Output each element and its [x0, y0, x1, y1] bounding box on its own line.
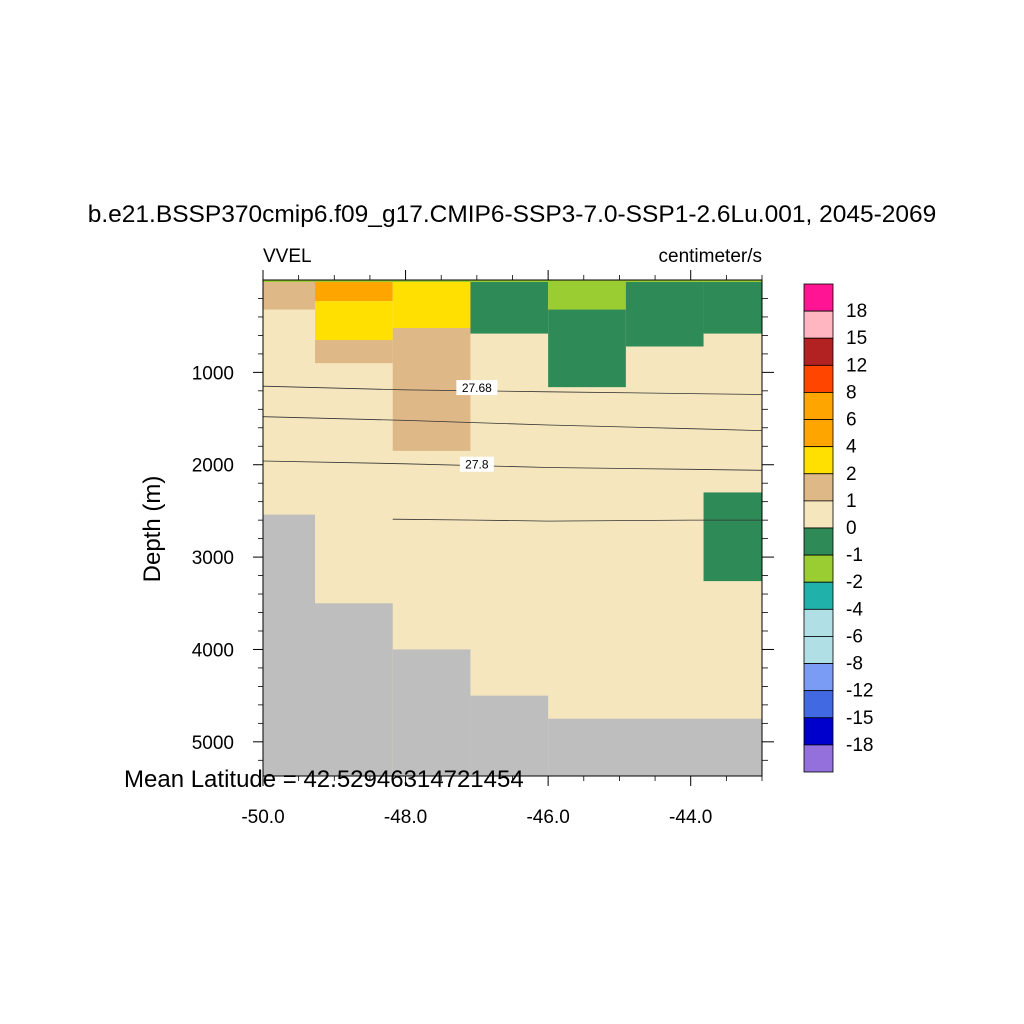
- contour-label-box-4: [459, 456, 494, 472]
- bathymetry-4: [548, 718, 762, 776]
- colorbar-label-13: -8: [846, 654, 863, 675]
- colorbar-label-1: 15: [846, 328, 867, 349]
- y-axis-label: Depth (m): [139, 476, 166, 583]
- data-cell-7: [548, 282, 626, 310]
- colorbar-label-14: -12: [846, 681, 873, 702]
- data-cell-3: [315, 340, 393, 364]
- data-cell-8: [548, 309, 626, 388]
- data-cell-11: [703, 492, 762, 582]
- colorbar-box-6: [803, 446, 834, 475]
- colorbar-box-12: [803, 608, 834, 637]
- x-tick-label-3: -44.0: [669, 807, 712, 828]
- colorbar-label-6: 2: [846, 464, 857, 485]
- colorbar-box-16: [803, 717, 834, 746]
- contour-label-1: 27.68: [462, 381, 492, 395]
- data-cell-2: [315, 301, 393, 341]
- colorbar-label-11: -4: [846, 599, 863, 620]
- colorbar-box-4: [803, 392, 834, 420]
- colorbar-box-0: [803, 283, 834, 312]
- colorbar-label-4: 6: [846, 410, 857, 431]
- colorbar-box-11: [803, 581, 834, 610]
- x-tick-label-1: -48.0: [384, 807, 427, 828]
- right-string: centimeter/s: [659, 246, 762, 267]
- left-string: VVEL: [263, 246, 312, 267]
- x-tick-label-0: -50.0: [241, 807, 284, 828]
- colorbar-box-8: [803, 500, 834, 529]
- colorbar-label-15: -15: [846, 708, 873, 729]
- colorbar-label-9: -1: [846, 545, 863, 566]
- axes: -50.0 -48.0 -46.0 -44.0 1000 2000 3000 4000 5000: [192, 270, 774, 828]
- bathymetry-1: [315, 603, 393, 776]
- colorbar-label-12: -6: [846, 626, 863, 647]
- colorbar-label-0: 18: [846, 301, 867, 322]
- bathymetry-0: [263, 514, 316, 776]
- data-cell-0: [263, 282, 316, 310]
- data-cell-6: [470, 282, 549, 334]
- colorbar-box-1: [803, 310, 834, 339]
- colorbar-box-9: [803, 527, 834, 556]
- data-cell-1: [315, 282, 393, 302]
- colorbar: 18 15 12 8 6 4 2 1 0 -1 -2 -4 -6 -8 -12 -15 -18: [803, 283, 873, 773]
- plot-area: 27.68 27.8: [262, 280, 763, 776]
- contour-line-3: [262, 460, 763, 471]
- colorbar-box-13: [803, 636, 834, 664]
- contour-line-2: [262, 416, 763, 431]
- mean-latitude-footer: Mean Latitude = 42.52946314721454: [124, 766, 524, 793]
- bathymetry-3: [470, 695, 549, 776]
- colorbar-box-15: [803, 690, 834, 719]
- colorbar-box-14: [803, 663, 834, 692]
- y-tick-label-3: 4000: [192, 640, 234, 661]
- contour-line-5: [392, 518, 762, 522]
- colorbar-box-3: [803, 364, 834, 393]
- contour-label-box-1: [456, 380, 498, 396]
- colorbar-label-16: -18: [846, 735, 873, 756]
- y-tick-label-1: 2000: [192, 456, 234, 477]
- data-cell-10: [703, 282, 762, 334]
- colorbar-box-10: [803, 554, 834, 583]
- colorbar-box-2: [803, 337, 834, 366]
- bathymetry-2: [392, 649, 471, 776]
- contour-line-0: [262, 385, 763, 395]
- colorbar-label-3: 8: [846, 382, 857, 403]
- chart-title: b.e21.BSSP370cmip6.f09_g17.CMIP6-SSP3-7.…: [88, 201, 937, 228]
- data-cell-9: [625, 282, 704, 347]
- surface-strip: [263, 280, 762, 282]
- colorbar-label-7: 1: [846, 491, 857, 512]
- data-cell-4: [392, 282, 471, 329]
- colorbar-label-2: 12: [846, 355, 867, 376]
- colorbar-label-8: 0: [846, 518, 857, 539]
- y-tick-label-2: 3000: [192, 548, 234, 569]
- contour-label-4: 27.8: [465, 458, 489, 472]
- colorbar-box-17: [803, 744, 834, 773]
- colorbar-label-10: -2: [846, 572, 863, 593]
- x-tick-label-2: -46.0: [526, 807, 569, 828]
- colorbar-label-5: 4: [846, 437, 857, 458]
- colorbar-box-5: [803, 419, 834, 448]
- y-tick-label-4: 5000: [192, 733, 234, 754]
- colorbar-box-7: [803, 473, 834, 502]
- y-tick-label-0: 1000: [192, 363, 234, 384]
